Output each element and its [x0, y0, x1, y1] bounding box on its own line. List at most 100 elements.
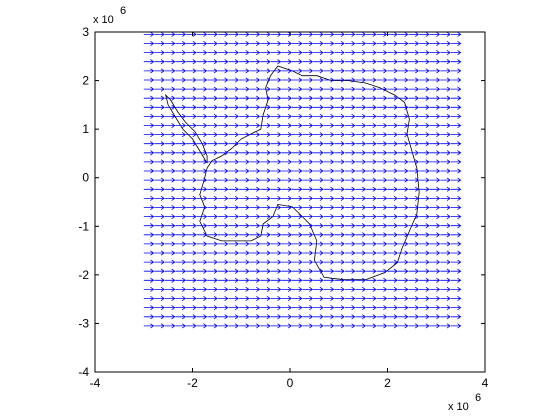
- quiver-arrow: [302, 186, 314, 192]
- quiver-arrow: [429, 241, 441, 247]
- plot-area: [94, 31, 486, 373]
- quiver-arrow: [387, 277, 398, 283]
- quiver-arrow: [292, 195, 303, 201]
- quiver-arrow: [207, 132, 218, 138]
- quiver-arrow: [239, 223, 250, 229]
- quiver-arrow: [164, 204, 176, 211]
- quiver-arrow: [270, 186, 282, 192]
- quiver-arrow: [419, 323, 430, 329]
- quiver-arrow: [323, 214, 335, 220]
- quiver-arrow: [207, 177, 218, 183]
- quiver-arrow: [397, 204, 409, 211]
- quiver-arrow: [228, 113, 239, 119]
- quiver-arrow: [345, 77, 356, 83]
- quiver-arrow: [217, 40, 229, 47]
- quiver-arrow: [270, 113, 282, 119]
- quiver-arrow: [260, 141, 271, 147]
- quiver-arrow: [429, 31, 441, 37]
- quiver-arrow: [440, 223, 451, 229]
- quiver-arrow: [302, 277, 314, 283]
- y-tick-label: 3: [82, 25, 89, 39]
- quiver-arrow: [260, 150, 271, 156]
- quiver-arrow: [440, 259, 451, 265]
- quiver-arrow: [154, 268, 165, 274]
- quiver-arrow: [397, 40, 409, 47]
- quiver-arrow: [270, 204, 282, 211]
- quiver-arrow: [387, 68, 398, 74]
- quiver-arrow: [408, 314, 420, 320]
- quiver-arrow: [175, 186, 187, 192]
- quiver-arrow: [397, 31, 409, 37]
- quiver-arrow: [196, 195, 208, 201]
- quiver-arrow: [217, 323, 229, 329]
- quiver-arrow: [249, 314, 261, 320]
- quiver-arrow: [366, 40, 377, 47]
- quiver-arrow: [270, 295, 282, 302]
- quiver-arrow: [440, 159, 451, 165]
- quiver-arrow: [270, 214, 282, 220]
- quiver-arrow: [387, 40, 398, 47]
- quiver-arrow: [239, 50, 250, 56]
- quiver-arrow: [143, 268, 155, 274]
- quiver-arrow: [154, 214, 165, 220]
- quiver-arrow: [355, 77, 366, 83]
- quiver-arrow: [228, 132, 239, 138]
- quiver-arrow: [186, 295, 197, 302]
- quiver-arrow: [397, 86, 409, 92]
- quiver-arrow: [196, 68, 208, 74]
- quiver-arrow: [207, 195, 218, 201]
- quiver-arrow: [196, 177, 208, 183]
- quiver-arrow: [143, 59, 155, 65]
- quiver-arrow: [154, 50, 165, 56]
- quiver-arrow: [270, 305, 282, 311]
- quiver-arrow: [376, 113, 388, 119]
- quiver-arrow: [207, 122, 218, 129]
- quiver-arrow: [292, 232, 303, 238]
- quiver-arrow: [270, 159, 282, 165]
- quiver-arrow: [355, 141, 366, 147]
- quiver-arrow: [143, 241, 155, 247]
- quiver-arrow: [345, 122, 356, 129]
- quiver-arrow: [345, 150, 356, 156]
- quiver-arrow: [397, 186, 409, 192]
- quiver-arrow: [143, 323, 155, 329]
- quiver-arrow: [450, 286, 462, 292]
- quiver-arrow: [217, 122, 229, 129]
- quiver-arrow: [196, 295, 208, 302]
- quiver-arrow: [397, 95, 409, 101]
- quiver-arrow: [217, 186, 229, 192]
- quiver-arrow: [270, 250, 282, 256]
- quiver-arrow: [334, 77, 345, 83]
- quiver-arrow: [408, 122, 419, 129]
- quiver-arrow: [260, 104, 271, 110]
- quiver-arrow: [196, 168, 208, 174]
- quiver-arrow: [334, 286, 345, 292]
- quiver-arrow: [207, 40, 218, 47]
- quiver-arrow: [260, 232, 271, 238]
- quiver-arrow: [260, 305, 271, 311]
- quiver-arrow: [366, 259, 377, 265]
- quiver-arrow: [429, 268, 441, 274]
- quiver-arrow: [186, 305, 197, 311]
- quiver-arrow: [345, 323, 356, 329]
- quiver-arrow: [323, 95, 335, 101]
- quiver-arrow: [334, 141, 345, 147]
- quiver-arrow: [355, 214, 366, 220]
- quiver-arrow: [217, 113, 229, 119]
- quiver-arrow: [154, 168, 165, 174]
- quiver-arrow: [302, 214, 314, 220]
- quiver-arrow: [260, 295, 271, 302]
- quiver-arrow: [143, 204, 155, 211]
- quiver-arrow: [440, 186, 451, 192]
- quiver-arrow: [228, 204, 239, 211]
- quiver-arrow: [154, 177, 165, 183]
- quiver-arrow: [419, 314, 430, 320]
- quiver-arrow: [313, 59, 324, 65]
- quiver-arrow: [440, 177, 451, 183]
- quiver-arrow: [355, 195, 366, 201]
- quiver-arrow: [186, 86, 197, 92]
- quiver-arrow: [450, 250, 462, 256]
- quiver-arrow: [196, 250, 208, 256]
- quiver-arrow: [366, 150, 377, 156]
- quiver-arrow: [175, 59, 186, 65]
